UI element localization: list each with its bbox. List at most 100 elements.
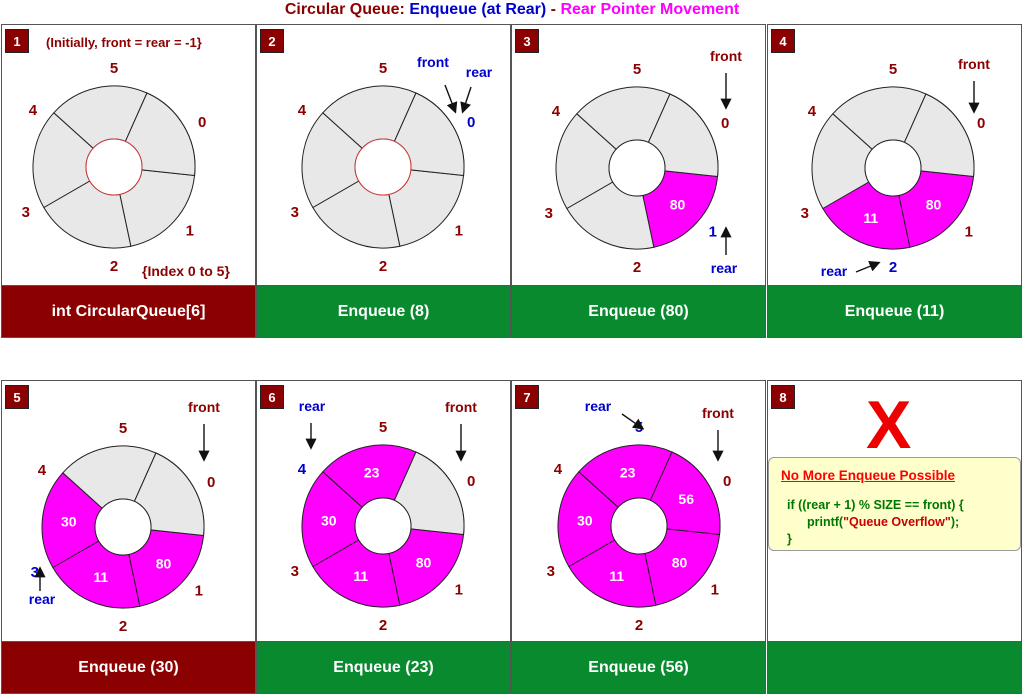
ring-center-hole xyxy=(864,139,922,197)
ring-center-hole xyxy=(354,138,412,196)
panel-footer-label: Enqueue (80) xyxy=(512,285,765,337)
index-label-0: 0 xyxy=(721,115,729,132)
index-label-2: 2 xyxy=(110,258,118,275)
rear-pointer-label: rear xyxy=(299,398,326,414)
front-pointer-label: front xyxy=(445,399,477,415)
panel-number-badge: 1 xyxy=(5,29,29,53)
slot-value: 56 xyxy=(678,491,694,507)
code-printf-end: ); xyxy=(950,515,960,529)
index-label-0: 0 xyxy=(467,114,475,131)
index-label-0: 0 xyxy=(198,114,206,131)
panel-footer-label: Enqueue (56) xyxy=(512,641,765,693)
slot-value: 80 xyxy=(926,196,942,212)
index-label-3: 3 xyxy=(801,205,809,222)
index-label-4: 4 xyxy=(554,461,563,478)
panel-1: 1 (Initially, front = rear = -1} {Index … xyxy=(1,24,256,338)
rear-pointer-label: rear xyxy=(466,64,493,80)
title-part-rear-pointer: Rear Pointer Movement xyxy=(560,1,740,18)
panel-footer-label: Enqueue (8) xyxy=(257,285,510,337)
rear-pointer-label: rear xyxy=(29,591,56,607)
index-label-1: 1 xyxy=(186,223,194,240)
title-part-separator: - xyxy=(546,1,561,18)
code-line-if: if ((rear + 1) % SIZE == front) { xyxy=(787,498,964,512)
index-label-2: 2 xyxy=(633,259,641,276)
circular-queue-ring: 8801130012345frontrear xyxy=(29,399,221,635)
index-label-5: 5 xyxy=(379,419,387,436)
panel-footer-label xyxy=(768,641,1021,693)
index-label-0: 0 xyxy=(207,474,215,491)
rear-pointer-label: rear xyxy=(711,260,738,276)
index-label-5: 5 xyxy=(119,420,127,437)
slot-value: 11 xyxy=(863,210,878,226)
ring-center-hole xyxy=(610,497,668,555)
panel-footer-label: Enqueue (23) xyxy=(257,641,510,693)
rear-pointer-arrow-icon xyxy=(855,260,881,273)
index-label-2: 2 xyxy=(635,617,643,634)
index-label-2: 2 xyxy=(889,259,897,276)
panel-5: 5 8801130012345frontrear Enqueue (30) xyxy=(1,380,256,694)
panel-8: 8 X No More Enqueue Possible if ((rear +… xyxy=(767,380,1022,694)
ring-center-hole xyxy=(608,139,666,197)
index-label-1: 1 xyxy=(455,582,463,599)
front-pointer-label: front xyxy=(958,56,990,72)
slot-value: 80 xyxy=(156,555,172,571)
slot-value: 11 xyxy=(93,569,108,585)
index-label-0: 0 xyxy=(977,115,985,132)
index-label-5: 5 xyxy=(633,61,641,78)
index-label-4: 4 xyxy=(29,102,38,119)
front-pointer-label: front xyxy=(710,48,742,64)
rear-pointer-label: rear xyxy=(585,398,612,414)
slot-value: 30 xyxy=(321,512,337,528)
index-label-1: 1 xyxy=(711,582,719,599)
index-label-2: 2 xyxy=(379,617,387,634)
panel-number-badge: 7 xyxy=(515,385,539,409)
code-line-close-brace: } xyxy=(787,532,792,546)
slot-value: 11 xyxy=(353,568,368,584)
circular-queue-ring: 880012345frontrear xyxy=(545,48,743,276)
slot-value: 30 xyxy=(577,512,593,528)
panel-footer-label: Enqueue (30) xyxy=(2,641,255,693)
overflow-title: No More Enqueue Possible xyxy=(781,468,956,483)
slot-value: 11 xyxy=(609,568,624,584)
panel-6: 6 880113023012345frontrear Enqueue (23) xyxy=(256,380,511,694)
ring-center-hole xyxy=(354,497,412,555)
panel-number-badge: 8 xyxy=(771,385,795,409)
diagram-title: Circular Queue: Enqueue (at Rear) - Rear… xyxy=(0,0,1024,22)
circular-queue-ring: 8012345frontrear xyxy=(291,54,493,275)
index-label-3: 3 xyxy=(31,564,39,581)
panel-footer-label: Enqueue (11) xyxy=(768,285,1021,337)
circular-queue-ring: 880113023012345frontrear xyxy=(291,398,478,634)
index-label-0: 0 xyxy=(467,473,475,490)
front-pointer-label: front xyxy=(417,54,449,70)
ring-center-hole xyxy=(94,498,152,556)
slot-value: 23 xyxy=(364,465,380,481)
slot-value: 80 xyxy=(416,554,432,570)
front-pointer-arrow-icon xyxy=(444,84,458,114)
index-label-4: 4 xyxy=(808,103,817,120)
code-printf-call: printf( xyxy=(807,515,844,529)
index-label-2: 2 xyxy=(119,618,127,635)
index-label-4: 4 xyxy=(298,102,307,119)
index-label-5: 5 xyxy=(889,61,897,78)
circular-queue-ring: 88011302356012345frontrear xyxy=(547,398,735,634)
index-range-note: {Index 0 to 5} xyxy=(142,263,230,279)
panel-number-badge: 2 xyxy=(260,29,284,53)
overflow-condition-box: No More Enqueue Possible if ((rear + 1) … xyxy=(768,457,1021,551)
slot-value: 30 xyxy=(61,513,77,529)
front-pointer-label: front xyxy=(188,399,220,415)
index-label-3: 3 xyxy=(291,204,299,221)
initial-note: (Initially, front = rear = -1} xyxy=(46,35,202,50)
index-label-3: 3 xyxy=(547,563,555,580)
panel-number-badge: 4 xyxy=(771,29,795,53)
index-label-5: 5 xyxy=(110,60,118,77)
panel-7: 7 88011302356012345frontrear Enqueue (56… xyxy=(511,380,766,694)
panel-number-badge: 3 xyxy=(515,29,539,53)
panel-4: 4 88011012345frontrear Enqueue (11) xyxy=(767,24,1022,338)
panel-3: 3 880012345frontrear Enqueue (80) xyxy=(511,24,766,338)
slot-value: 80 xyxy=(672,554,688,570)
index-label-4: 4 xyxy=(38,462,47,479)
cross-mark-icon: X xyxy=(866,387,912,463)
index-label-2: 2 xyxy=(379,258,387,275)
panel-number-badge: 6 xyxy=(260,385,284,409)
index-label-5: 5 xyxy=(379,60,387,77)
